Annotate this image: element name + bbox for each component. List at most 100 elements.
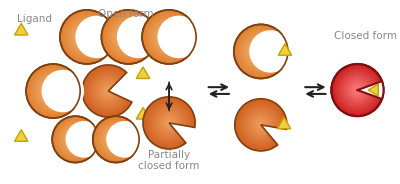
Circle shape xyxy=(70,134,80,144)
Circle shape xyxy=(66,130,84,148)
Circle shape xyxy=(63,13,111,61)
Wedge shape xyxy=(85,68,130,114)
Circle shape xyxy=(79,29,95,45)
Wedge shape xyxy=(258,122,264,128)
Circle shape xyxy=(34,72,73,111)
Circle shape xyxy=(341,74,374,106)
Circle shape xyxy=(339,72,376,108)
Wedge shape xyxy=(98,81,118,101)
Circle shape xyxy=(105,129,126,150)
Circle shape xyxy=(254,44,268,59)
Circle shape xyxy=(68,17,106,56)
Circle shape xyxy=(49,87,57,95)
Circle shape xyxy=(38,75,69,107)
Circle shape xyxy=(63,13,111,61)
Circle shape xyxy=(115,23,142,50)
Wedge shape xyxy=(257,121,264,128)
Wedge shape xyxy=(166,119,173,127)
Wedge shape xyxy=(260,124,262,126)
Polygon shape xyxy=(136,67,150,78)
Circle shape xyxy=(168,36,170,38)
Circle shape xyxy=(164,32,174,42)
Wedge shape xyxy=(242,106,280,144)
Circle shape xyxy=(342,74,373,106)
Circle shape xyxy=(43,81,64,101)
Wedge shape xyxy=(250,114,272,136)
Circle shape xyxy=(148,15,191,59)
Wedge shape xyxy=(164,118,174,128)
Circle shape xyxy=(340,73,375,107)
Circle shape xyxy=(245,35,277,68)
Circle shape xyxy=(240,31,282,72)
Circle shape xyxy=(162,30,176,44)
Circle shape xyxy=(105,14,152,60)
Circle shape xyxy=(244,35,278,68)
Circle shape xyxy=(96,120,136,159)
Circle shape xyxy=(52,91,54,92)
Circle shape xyxy=(83,33,91,41)
Circle shape xyxy=(71,135,80,144)
Circle shape xyxy=(348,81,366,99)
Circle shape xyxy=(62,126,89,153)
Wedge shape xyxy=(107,89,110,93)
Circle shape xyxy=(126,34,131,40)
Circle shape xyxy=(125,34,132,40)
Circle shape xyxy=(112,136,120,143)
Wedge shape xyxy=(88,71,126,111)
Circle shape xyxy=(125,33,132,41)
Circle shape xyxy=(98,121,134,158)
Circle shape xyxy=(154,22,184,52)
Wedge shape xyxy=(92,74,123,108)
Circle shape xyxy=(117,16,160,58)
Circle shape xyxy=(145,13,193,61)
Wedge shape xyxy=(156,110,182,135)
Circle shape xyxy=(158,26,180,48)
Circle shape xyxy=(68,132,82,146)
Circle shape xyxy=(79,29,94,45)
Circle shape xyxy=(244,34,278,69)
Circle shape xyxy=(62,126,88,152)
Circle shape xyxy=(67,17,107,57)
Wedge shape xyxy=(243,107,278,143)
Wedge shape xyxy=(236,100,286,150)
Circle shape xyxy=(147,15,191,59)
Wedge shape xyxy=(146,99,192,146)
Circle shape xyxy=(28,66,78,116)
Wedge shape xyxy=(252,115,270,134)
Circle shape xyxy=(38,76,68,106)
Circle shape xyxy=(104,12,153,62)
Circle shape xyxy=(99,123,133,156)
Circle shape xyxy=(67,131,84,148)
Circle shape xyxy=(115,138,117,140)
Circle shape xyxy=(63,127,88,151)
Circle shape xyxy=(62,12,112,62)
Wedge shape xyxy=(147,100,192,145)
Circle shape xyxy=(338,70,377,110)
Circle shape xyxy=(84,34,90,40)
Circle shape xyxy=(146,14,192,60)
Circle shape xyxy=(259,49,263,54)
Circle shape xyxy=(241,32,280,71)
Circle shape xyxy=(56,120,95,159)
Circle shape xyxy=(97,120,135,158)
Circle shape xyxy=(33,71,73,111)
Circle shape xyxy=(75,139,76,140)
Wedge shape xyxy=(93,76,122,106)
Wedge shape xyxy=(100,83,115,99)
Circle shape xyxy=(86,36,88,38)
Polygon shape xyxy=(136,107,150,119)
Circle shape xyxy=(166,34,172,40)
Circle shape xyxy=(110,133,122,146)
Circle shape xyxy=(156,23,182,50)
Circle shape xyxy=(249,40,273,63)
Circle shape xyxy=(74,137,77,141)
Circle shape xyxy=(58,122,92,157)
Wedge shape xyxy=(95,78,120,104)
Circle shape xyxy=(168,36,170,38)
Circle shape xyxy=(333,66,382,115)
Wedge shape xyxy=(91,74,124,108)
Circle shape xyxy=(157,25,181,49)
Circle shape xyxy=(254,45,267,58)
Circle shape xyxy=(339,71,376,109)
Circle shape xyxy=(77,27,97,47)
